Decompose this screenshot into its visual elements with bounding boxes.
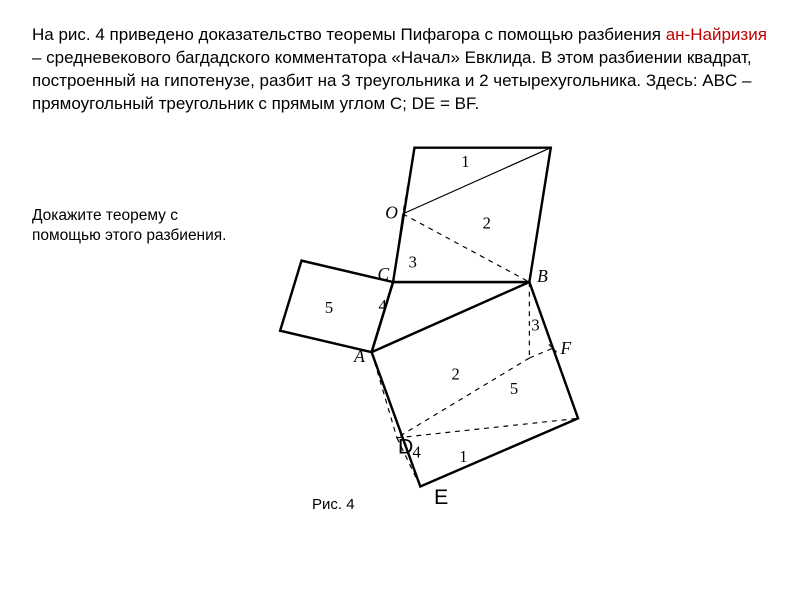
svg-text:1: 1 <box>459 447 467 466</box>
svg-text:B: B <box>537 266 548 286</box>
main-text-before: На рис. 4 приведено доказательство теоре… <box>32 25 666 44</box>
svg-text:3: 3 <box>531 315 539 334</box>
svg-text:5: 5 <box>510 379 518 398</box>
svg-text:2: 2 <box>451 364 459 383</box>
svg-text:4: 4 <box>378 296 387 315</box>
main-text-after: – средневекового багдадского комментатор… <box>32 48 752 113</box>
highlight-term: ан-Найризия <box>666 25 767 44</box>
side-instruction: Докажите теорему с помощью этого разбиен… <box>32 206 252 511</box>
svg-text:1: 1 <box>461 152 469 171</box>
figure-caption: Рис. 4 <box>312 496 355 513</box>
svg-text:2: 2 <box>483 213 491 232</box>
svg-text:4: 4 <box>413 442 422 461</box>
main-paragraph: На рис. 4 приведено доказательство теоре… <box>32 24 768 116</box>
svg-text:A: A <box>353 346 365 366</box>
figure-container: 1 2 3 4 5 3 2 5 4 1 O C B A F D E Рис. 4 <box>252 136 768 511</box>
geometry-figure: 1 2 3 4 5 3 2 5 4 1 O C B A F D E <box>252 136 612 506</box>
svg-text:D: D <box>398 434 413 458</box>
svg-text:C: C <box>377 264 389 284</box>
svg-text:3: 3 <box>409 252 417 271</box>
svg-text:O: O <box>385 203 398 223</box>
svg-text:5: 5 <box>325 298 333 317</box>
svg-text:E: E <box>434 485 448 506</box>
svg-text:F: F <box>560 338 572 358</box>
